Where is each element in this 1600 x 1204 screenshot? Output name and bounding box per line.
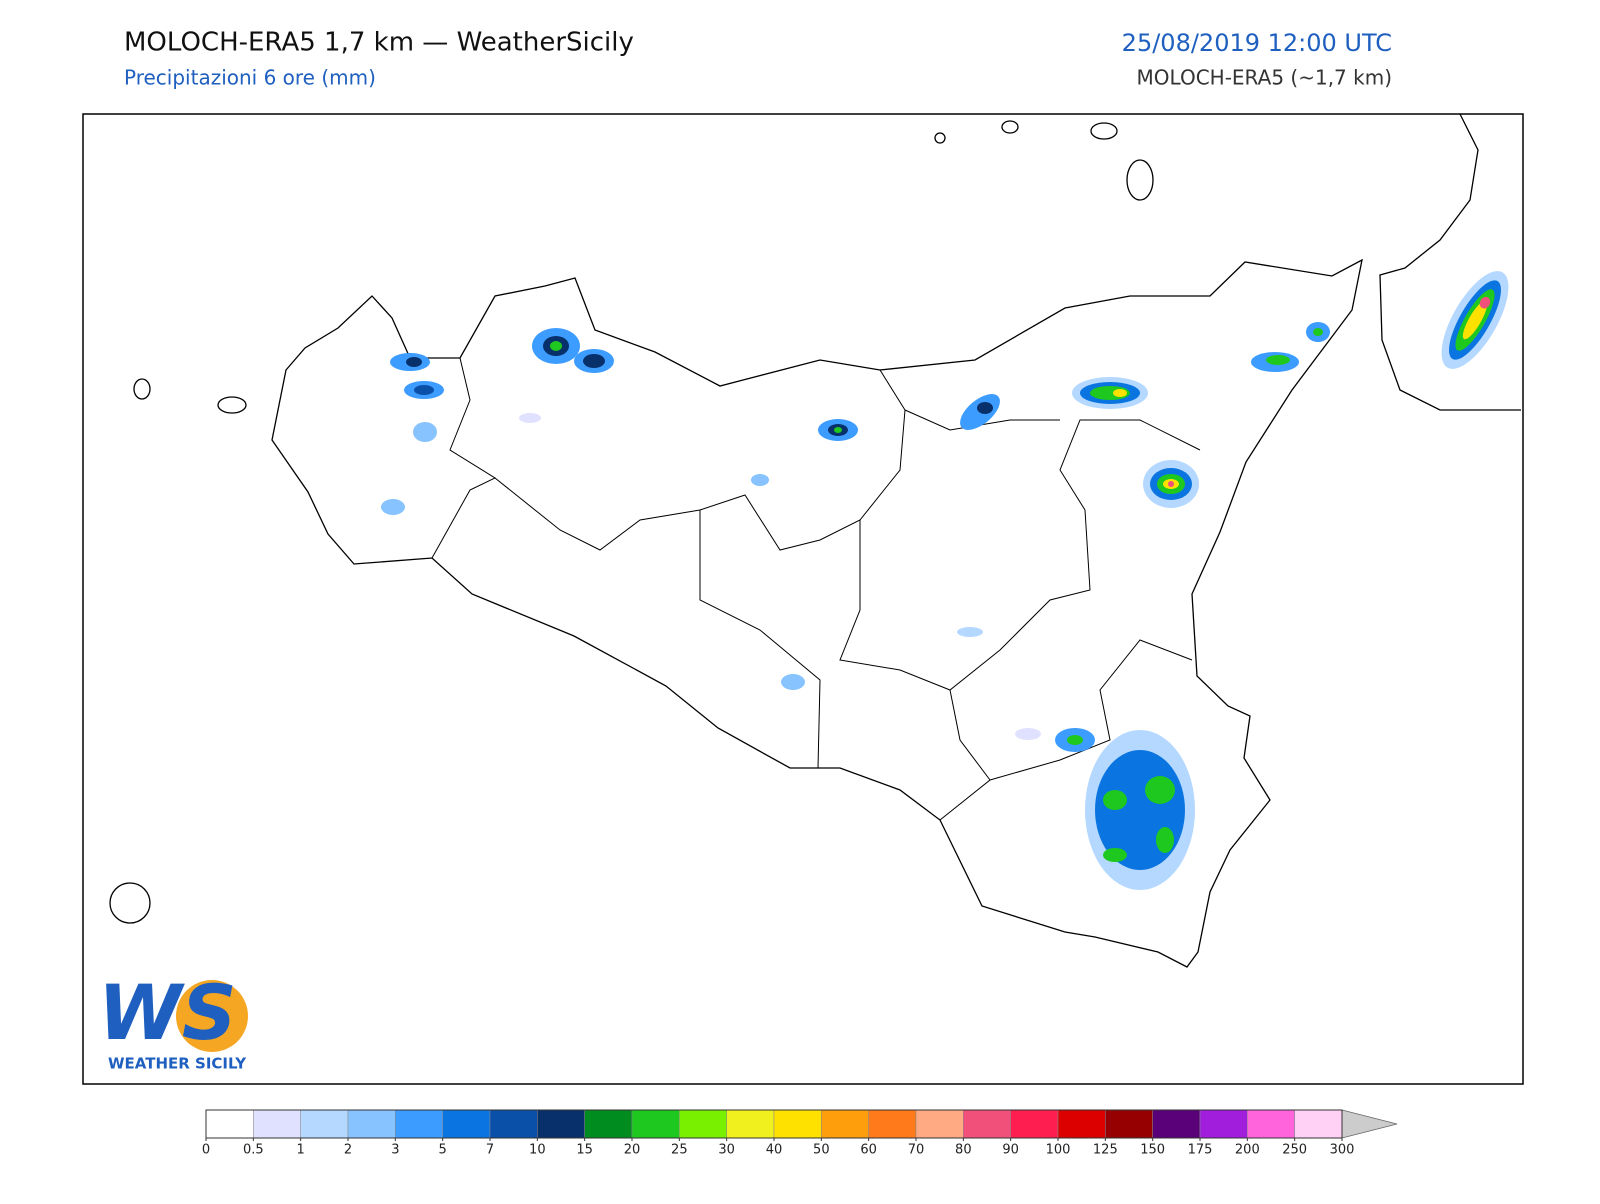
colorbar-tick-label: 30 bbox=[718, 1143, 735, 1158]
rain-cell bbox=[781, 674, 805, 690]
colorbar-tick-label: 2 bbox=[344, 1143, 352, 1158]
colorbar-tick-label: 300 bbox=[1330, 1143, 1355, 1158]
colorbar-segment bbox=[1247, 1109, 1295, 1139]
calabria-coast bbox=[1379, 113, 1521, 411]
colorbar-segment bbox=[253, 1109, 301, 1139]
rain-cell bbox=[1055, 728, 1095, 752]
colorbar: 0 0.5 1 2 3 5 7 10 15 20 25 30 40 50 60 70 80 90 100 125 150… bbox=[202, 1109, 1398, 1158]
colorbar-tick-label: 70 bbox=[908, 1143, 925, 1158]
colorbar-tick-label: 1 bbox=[297, 1143, 305, 1158]
rain-cell bbox=[404, 381, 444, 399]
colorbar-segment bbox=[1057, 1109, 1106, 1139]
colorbar-segment bbox=[1294, 1109, 1343, 1139]
rain-cell bbox=[519, 413, 541, 423]
rain-cell bbox=[1306, 322, 1330, 342]
colorbar-segment bbox=[915, 1109, 964, 1139]
colorbar-segment bbox=[1152, 1109, 1201, 1139]
rain-cell bbox=[1251, 352, 1299, 372]
rain-cell bbox=[957, 627, 983, 637]
rain-cell bbox=[751, 474, 769, 486]
colorbar-tick-label: 3 bbox=[391, 1143, 399, 1158]
colorbar-tick-label: 200 bbox=[1235, 1143, 1260, 1158]
colorbar-segment bbox=[1105, 1109, 1153, 1139]
colorbar-segment bbox=[347, 1109, 396, 1139]
colorbar-tick-label: 0 bbox=[202, 1143, 210, 1158]
rain-cell bbox=[960, 394, 1000, 430]
precipitation bbox=[381, 271, 1509, 890]
island bbox=[1001, 120, 1019, 134]
colorbar-tick-label: 25 bbox=[671, 1143, 688, 1158]
colorbar-tick-label: 100 bbox=[1046, 1143, 1071, 1158]
colorbar-tick-label: 7 bbox=[486, 1143, 494, 1158]
island bbox=[1090, 122, 1118, 140]
island bbox=[133, 378, 151, 400]
colorbar-tick-label: 40 bbox=[766, 1143, 783, 1158]
colorbar-tick-label: 60 bbox=[860, 1143, 877, 1158]
map bbox=[109, 113, 1521, 968]
colorbar-tick-label: 90 bbox=[1002, 1143, 1019, 1158]
colorbar-tick-label: 125 bbox=[1093, 1143, 1118, 1158]
logo-mark: WS bbox=[98, 968, 237, 1057]
colorbar-tick-label: 150 bbox=[1140, 1143, 1165, 1158]
rain-cell bbox=[1143, 460, 1199, 508]
datetime: 25/08/2019 12:00 UTC bbox=[1122, 29, 1392, 57]
island bbox=[1126, 159, 1154, 201]
subtitle: Precipitazioni 6 ore (mm) bbox=[124, 66, 376, 90]
colorbar-tick-label: 50 bbox=[813, 1143, 830, 1158]
colorbar-segment bbox=[1010, 1109, 1059, 1139]
colorbar-tick-label: 175 bbox=[1188, 1143, 1213, 1158]
colorbar-tick-label: 80 bbox=[955, 1143, 972, 1158]
colorbar-segment bbox=[205, 1109, 254, 1139]
colorbar-segment bbox=[1199, 1109, 1248, 1139]
island bbox=[217, 396, 247, 414]
colorbar-segment bbox=[395, 1109, 443, 1139]
island bbox=[934, 132, 946, 144]
colorbar-segment bbox=[868, 1109, 917, 1139]
colorbar-tick-label: 0.5 bbox=[243, 1143, 264, 1158]
colorbar-segment bbox=[773, 1109, 822, 1139]
rain-cell bbox=[818, 419, 858, 441]
colorbar-tick-label: 20 bbox=[624, 1143, 641, 1158]
title: MOLOCH-ERA5 1,7 km — WeatherSicily bbox=[124, 28, 634, 58]
colorbar-segment bbox=[489, 1109, 538, 1139]
rain-cell bbox=[1441, 271, 1509, 369]
logo-name: WEATHER SICILY bbox=[108, 1055, 247, 1073]
colorbar-segment bbox=[963, 1109, 1011, 1139]
model-label: MOLOCH-ERA5 (~1,7 km) bbox=[1137, 66, 1392, 90]
colorbar-extension bbox=[1341, 1109, 1398, 1139]
sicily-coast bbox=[271, 258, 1363, 968]
colorbar-segment bbox=[821, 1109, 869, 1139]
colorbar-segment bbox=[584, 1109, 633, 1139]
rain-cell bbox=[381, 499, 405, 515]
colorbar-segment bbox=[679, 1109, 727, 1139]
colorbar-segment bbox=[537, 1109, 585, 1139]
rain-cell bbox=[1072, 377, 1148, 409]
rain-cell bbox=[390, 353, 430, 371]
colorbar-tick-label: 10 bbox=[529, 1143, 546, 1158]
colorbar-segment bbox=[726, 1109, 775, 1139]
rain-cell bbox=[413, 422, 437, 442]
map-frame bbox=[82, 113, 1524, 1085]
colorbar-tick-label: 15 bbox=[576, 1143, 593, 1158]
colorbar-segment bbox=[300, 1109, 349, 1139]
colorbar-tick-label: 250 bbox=[1282, 1143, 1307, 1158]
rain-cell bbox=[532, 328, 580, 364]
rain-cell bbox=[574, 349, 614, 373]
island bbox=[109, 882, 151, 924]
rain-cell bbox=[1015, 728, 1041, 740]
colorbar-tick-label: 5 bbox=[439, 1143, 447, 1158]
rain-cell bbox=[1085, 730, 1195, 890]
colorbar-segment bbox=[442, 1109, 491, 1139]
logo: WS WEATHER SICILY bbox=[98, 968, 248, 1073]
colorbar-segment bbox=[631, 1109, 680, 1139]
